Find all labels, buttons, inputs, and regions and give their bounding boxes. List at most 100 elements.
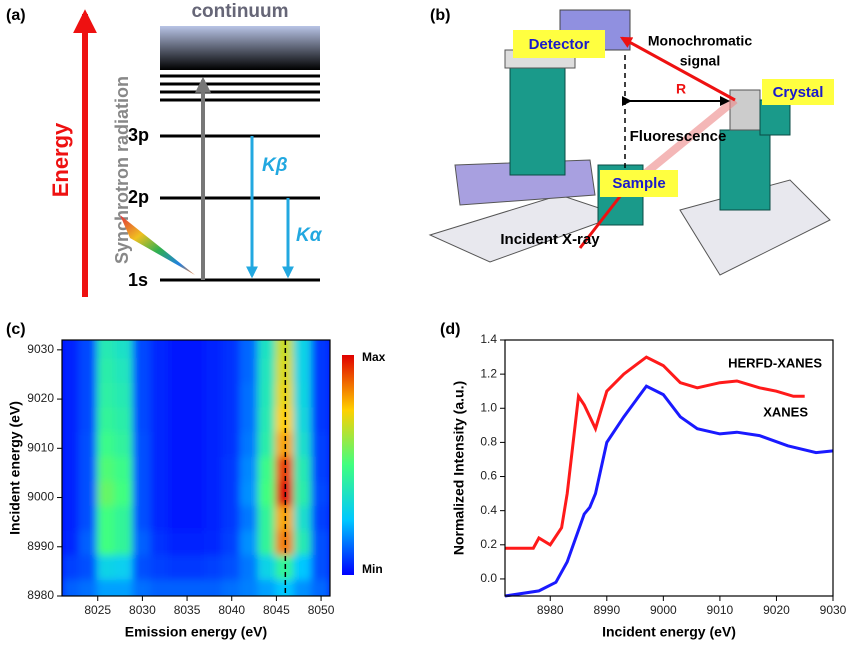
heat-cell xyxy=(239,430,260,457)
heat-cell xyxy=(132,356,153,383)
y-axis-label: Incident energy (eV) xyxy=(7,401,23,535)
heat-cell xyxy=(78,577,99,596)
heat-cell xyxy=(78,356,99,383)
heat-cell xyxy=(150,503,171,531)
heat-cell xyxy=(150,528,171,556)
heat-cell xyxy=(168,479,189,506)
heat-cell xyxy=(203,528,224,556)
heat-cell xyxy=(114,503,135,531)
heat-cell xyxy=(293,528,314,556)
heat-cell xyxy=(78,553,99,580)
series-label: HERFD-XANES xyxy=(728,355,822,370)
heat-cell xyxy=(257,405,278,433)
heat-cell xyxy=(275,577,296,596)
heat-cell xyxy=(132,528,153,556)
heat-cell xyxy=(150,430,171,457)
heat-cell xyxy=(114,380,135,408)
x-tick-label: 9010 xyxy=(707,603,734,617)
y-tick-label: 8980 xyxy=(27,588,54,602)
heat-cell xyxy=(203,577,224,596)
heat-cell xyxy=(168,503,189,531)
heat-cell xyxy=(132,340,153,359)
heat-cell xyxy=(96,528,117,556)
heat-cell xyxy=(78,528,99,556)
x-axis-label: Emission energy (eV) xyxy=(125,624,267,640)
heat-cell xyxy=(62,503,81,531)
heat-cell xyxy=(239,454,260,482)
heat-cell xyxy=(293,356,314,383)
panel-b: (b) Detector Monochromatic signal R Crys… xyxy=(428,7,834,276)
heat-cell xyxy=(62,479,81,506)
heat-cell xyxy=(168,454,189,482)
y-axis-label: Normalized Intensity (a.u.) xyxy=(451,381,467,555)
heat-cell xyxy=(114,356,135,383)
incident-label: Incident X-ray xyxy=(500,231,600,248)
heat-cell xyxy=(96,553,117,580)
heat-cell xyxy=(186,430,206,457)
spectrum-wedge xyxy=(120,215,195,275)
heat-cell xyxy=(221,380,242,408)
heat-cell xyxy=(221,577,242,596)
x-tick-label: 8040 xyxy=(218,603,245,617)
heat-cell xyxy=(239,528,260,556)
x-tick-label: 8050 xyxy=(308,603,335,617)
plot-frame xyxy=(504,339,834,597)
energy-label: Energy xyxy=(48,122,73,197)
heat-cell xyxy=(293,503,314,531)
heat-cell xyxy=(96,503,117,531)
x-tick-label: 8980 xyxy=(537,603,564,617)
heat-cell xyxy=(239,405,260,433)
heat-cell xyxy=(311,528,330,556)
label-box xyxy=(513,30,605,58)
heat-cell xyxy=(168,405,189,433)
heat-cell xyxy=(96,340,117,359)
heat-cell xyxy=(132,503,153,531)
heat-cell xyxy=(96,479,117,506)
heat-cell xyxy=(203,405,224,433)
y-tick-label: 0.2 xyxy=(480,537,497,551)
x-tick-label: 8990 xyxy=(593,603,620,617)
heat-cell xyxy=(78,405,99,433)
heat-cell xyxy=(62,380,81,408)
heat-cell xyxy=(150,553,171,580)
colorbar-label: Max xyxy=(362,350,386,364)
heat-cell xyxy=(239,577,260,596)
heat-cell xyxy=(186,454,206,482)
heat-cell xyxy=(293,553,314,580)
x-axis-label: Incident energy (eV) xyxy=(602,624,736,640)
sample-label: Sample xyxy=(612,175,665,192)
y-tick-label: 8990 xyxy=(27,539,54,553)
heatmap xyxy=(62,340,330,596)
heat-cell xyxy=(186,553,206,580)
heat-cell xyxy=(62,340,81,359)
heat-cell xyxy=(221,405,242,433)
heat-cell xyxy=(257,380,278,408)
heat-cell xyxy=(275,405,296,433)
heat-cell xyxy=(293,380,314,408)
heat-cell xyxy=(221,503,242,531)
heat-cell xyxy=(96,356,117,383)
heat-cell xyxy=(114,430,135,457)
heat-cell xyxy=(221,356,242,383)
heat-cell xyxy=(168,577,189,596)
crystal-label: Crystal xyxy=(773,84,824,101)
series-label: XANES xyxy=(763,404,808,419)
kbeta-label: Kβ xyxy=(262,155,288,176)
kalpha-label: Kα xyxy=(296,225,323,246)
heat-cell xyxy=(168,553,189,580)
y-tick-label: 9020 xyxy=(27,391,54,405)
heat-cell xyxy=(239,380,260,408)
heat-cell xyxy=(150,577,171,596)
heat-cell xyxy=(150,454,171,482)
heat-cell xyxy=(186,340,206,359)
label-box xyxy=(600,170,678,197)
heat-cell xyxy=(114,340,135,359)
panel-a: (a) Energy Synchrotron radiation continu… xyxy=(6,1,323,297)
x-tick-label: 8030 xyxy=(129,603,156,617)
heat-cell xyxy=(114,577,135,596)
heat-cell xyxy=(114,553,135,580)
heat-cell xyxy=(257,528,278,556)
heat-cell xyxy=(62,553,81,580)
y-tick-label: 0.6 xyxy=(480,469,497,483)
heat-cell xyxy=(150,479,171,506)
